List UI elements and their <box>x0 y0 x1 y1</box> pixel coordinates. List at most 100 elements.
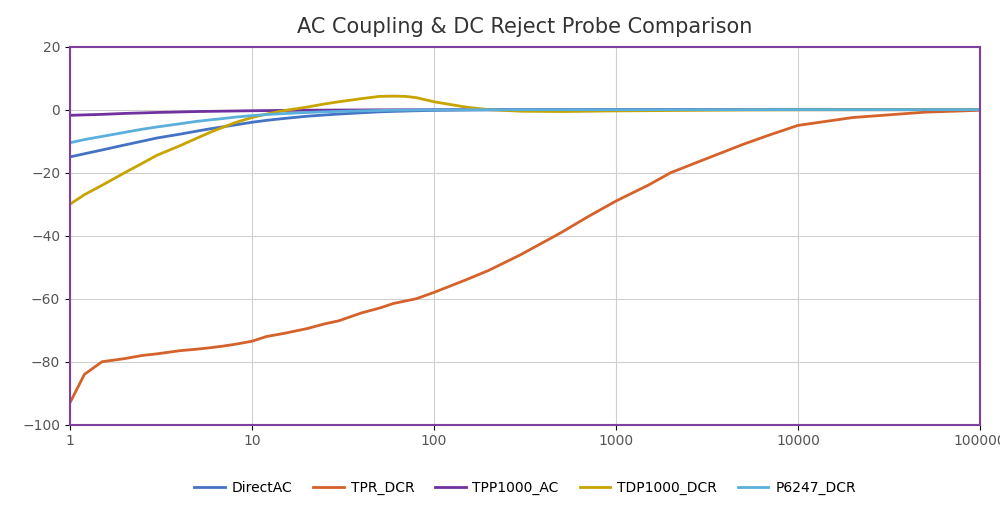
DirectAC <box>333 111 345 117</box>
TDP1000_DCR <box>260 111 272 117</box>
P6247_DCR <box>515 107 527 113</box>
TDP1000_DCR <box>610 108 622 114</box>
TPP1000_AC <box>792 107 804 113</box>
TPR_DCR <box>919 109 931 116</box>
P6247_DCR <box>78 136 90 142</box>
TPR_DCR <box>515 251 527 257</box>
DirectAC <box>119 142 131 148</box>
DirectAC <box>191 128 203 134</box>
TDP1000_DCR <box>388 93 400 99</box>
TPR_DCR <box>246 338 258 344</box>
Line: TPP1000_AC: TPP1000_AC <box>70 110 980 116</box>
DirectAC <box>428 107 440 113</box>
P6247_DCR <box>410 107 422 113</box>
TPR_DCR <box>642 182 654 189</box>
DirectAC <box>260 117 272 123</box>
TDP1000_DCR <box>483 107 495 113</box>
TPR_DCR <box>388 300 400 307</box>
TPR_DCR <box>228 341 240 348</box>
P6247_DCR <box>246 112 258 119</box>
TPP1000_AC <box>555 107 567 113</box>
TPR_DCR <box>582 213 594 220</box>
P6247_DCR <box>174 121 186 127</box>
TPP1000_AC <box>428 107 440 113</box>
TPR_DCR <box>737 141 749 148</box>
TPR_DCR <box>151 351 163 357</box>
Legend: DirectAC, TPR_DCR, TPP1000_AC, TDP1000_DCR, P6247_DCR: DirectAC, TPR_DCR, TPP1000_AC, TDP1000_D… <box>188 476 862 501</box>
TPR_DCR <box>301 325 313 332</box>
DirectAC <box>356 110 368 116</box>
TPR_DCR <box>260 334 272 340</box>
P6247_DCR <box>278 110 290 117</box>
DirectAC <box>610 107 622 113</box>
DirectAC <box>919 107 931 113</box>
TPR_DCR <box>847 114 859 121</box>
TDP1000_DCR <box>246 114 258 121</box>
TPR_DCR <box>356 310 368 316</box>
P6247_DCR <box>206 117 218 123</box>
TPP1000_AC <box>301 107 313 113</box>
TDP1000_DCR <box>515 108 527 114</box>
TPR_DCR <box>410 296 422 302</box>
TDP1000_DCR <box>78 192 90 198</box>
P6247_DCR <box>260 111 272 118</box>
TPP1000_AC <box>64 112 76 119</box>
P6247_DCR <box>96 133 108 139</box>
TPR_DCR <box>333 318 345 324</box>
TDP1000_DCR <box>218 124 230 130</box>
P6247_DCR <box>136 126 148 132</box>
TPP1000_AC <box>483 107 495 113</box>
TDP1000_DCR <box>460 104 472 110</box>
TDP1000_DCR <box>356 95 368 102</box>
TDP1000_DCR <box>555 108 567 114</box>
P6247_DCR <box>792 107 804 113</box>
P6247_DCR <box>356 108 368 114</box>
P6247_DCR <box>974 107 986 113</box>
P6247_DCR <box>64 140 76 146</box>
DirectAC <box>974 107 986 113</box>
P6247_DCR <box>665 107 677 113</box>
P6247_DCR <box>218 116 230 122</box>
TDP1000_DCR <box>278 107 290 113</box>
TPR_DCR <box>119 355 131 362</box>
TDP1000_DCR <box>151 152 163 159</box>
Line: P6247_DCR: P6247_DCR <box>70 110 980 143</box>
DirectAC <box>388 108 400 114</box>
TDP1000_DCR <box>64 201 76 207</box>
TPR_DCR <box>697 157 709 163</box>
TPR_DCR <box>318 321 330 327</box>
TDP1000_DCR <box>174 143 186 149</box>
DirectAC <box>318 112 330 118</box>
DirectAC <box>78 151 90 157</box>
DirectAC <box>64 154 76 160</box>
TPR_DCR <box>428 289 440 295</box>
P6247_DCR <box>228 114 240 120</box>
Title: AC Coupling & DC Reject Probe Comparison: AC Coupling & DC Reject Probe Comparison <box>297 17 753 37</box>
P6247_DCR <box>191 118 203 124</box>
TDP1000_DCR <box>191 135 203 141</box>
TDP1000_DCR <box>400 93 412 99</box>
P6247_DCR <box>428 107 440 113</box>
P6247_DCR <box>119 129 131 135</box>
P6247_DCR <box>301 109 313 116</box>
TPP1000_AC <box>191 108 203 114</box>
TPR_DCR <box>278 330 290 337</box>
P6247_DCR <box>388 107 400 113</box>
TPP1000_AC <box>151 109 163 116</box>
DirectAC <box>151 135 163 141</box>
P6247_DCR <box>555 107 567 113</box>
TPR_DCR <box>665 169 677 176</box>
DirectAC <box>373 109 385 115</box>
TPP1000_AC <box>96 111 108 118</box>
DirectAC <box>301 113 313 119</box>
TPP1000_AC <box>737 107 749 113</box>
TDP1000_DCR <box>792 107 804 113</box>
P6247_DCR <box>318 109 330 115</box>
P6247_DCR <box>373 107 385 113</box>
TPR_DCR <box>191 346 203 352</box>
DirectAC <box>278 116 290 122</box>
TDP1000_DCR <box>96 182 108 189</box>
TDP1000_DCR <box>228 120 240 126</box>
TPR_DCR <box>174 348 186 354</box>
DirectAC <box>483 107 495 113</box>
